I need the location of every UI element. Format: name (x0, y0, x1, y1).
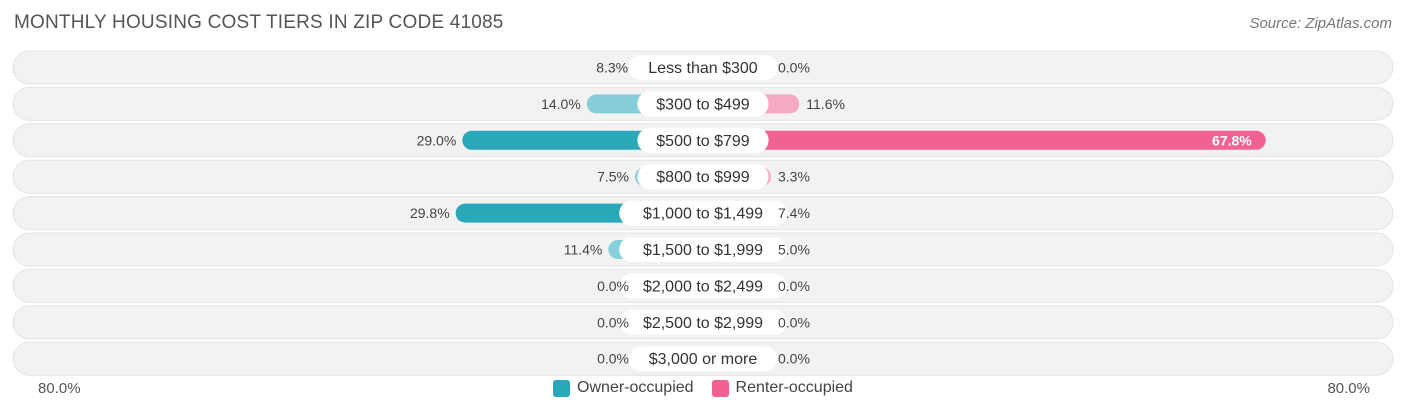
legend-item-renter: Renter-occupied (711, 379, 853, 397)
renter-value-label: 11.6% (806, 96, 845, 112)
category-pill (619, 200, 787, 226)
owner-value-label: 11.4% (564, 242, 603, 258)
category-pill (637, 164, 769, 190)
category-label: $500 to $799 (656, 133, 750, 150)
category-pill (628, 55, 778, 80)
owner-value-label: 7.5% (597, 169, 629, 185)
category-pill (619, 237, 787, 262)
axis-right-label: 80.0% (1327, 380, 1370, 397)
owner-value-label: 0.0% (597, 351, 629, 367)
chart-title: MONTHLY HOUSING COST TIERS IN ZIP CODE 4… (14, 12, 504, 33)
legend-label-renter: Renter-occupied (735, 379, 853, 396)
source-note: Source: ZipAtlas.com (1249, 15, 1392, 32)
axis-left-label: 80.0% (38, 380, 81, 397)
renter-value-label: 7.4% (778, 205, 810, 221)
renter-value-label: 0.0% (778, 60, 810, 76)
renter-value-label: 3.3% (778, 169, 810, 185)
category-label: $300 to $499 (656, 96, 750, 113)
category-label: $3,000 or more (649, 351, 758, 368)
category-label: $800 to $999 (656, 169, 750, 186)
legend-label-owner: Owner-occupied (577, 379, 694, 396)
category-pill (628, 346, 778, 372)
renter-bar (703, 130, 1266, 150)
category-pill (637, 91, 769, 117)
owner-value-label: 14.0% (541, 96, 581, 112)
renter-value-label: 5.0% (778, 242, 810, 258)
owner-value-label: 0.0% (597, 278, 629, 294)
legend-swatch-renter (711, 379, 729, 397)
legend-item-owner: Owner-occupied (553, 379, 694, 397)
category-label: $1,500 to $1,999 (643, 242, 763, 259)
category-label: $2,500 to $2,999 (643, 315, 763, 332)
renter-value-label: 0.0% (778, 314, 810, 330)
owner-value-label: 0.0% (597, 314, 629, 330)
owner-value-label: 29.8% (410, 205, 450, 221)
category-pill (619, 273, 787, 299)
category-pill (619, 309, 787, 335)
legend: Owner-occupied Renter-occupied (0, 379, 1406, 397)
legend-swatch-owner (553, 379, 571, 397)
category-pill (637, 127, 769, 153)
renter-value-label: 0.0% (778, 278, 810, 294)
owner-value-label: 8.3% (596, 60, 628, 76)
renter-value-label: 0.0% (778, 351, 810, 367)
category-label: Less than $300 (648, 60, 758, 77)
category-label: $2,000 to $2,499 (643, 278, 763, 295)
renter-value-label: 67.8% (1212, 132, 1252, 148)
category-label: $1,000 to $1,499 (643, 206, 763, 223)
owner-value-label: 29.0% (417, 132, 457, 148)
